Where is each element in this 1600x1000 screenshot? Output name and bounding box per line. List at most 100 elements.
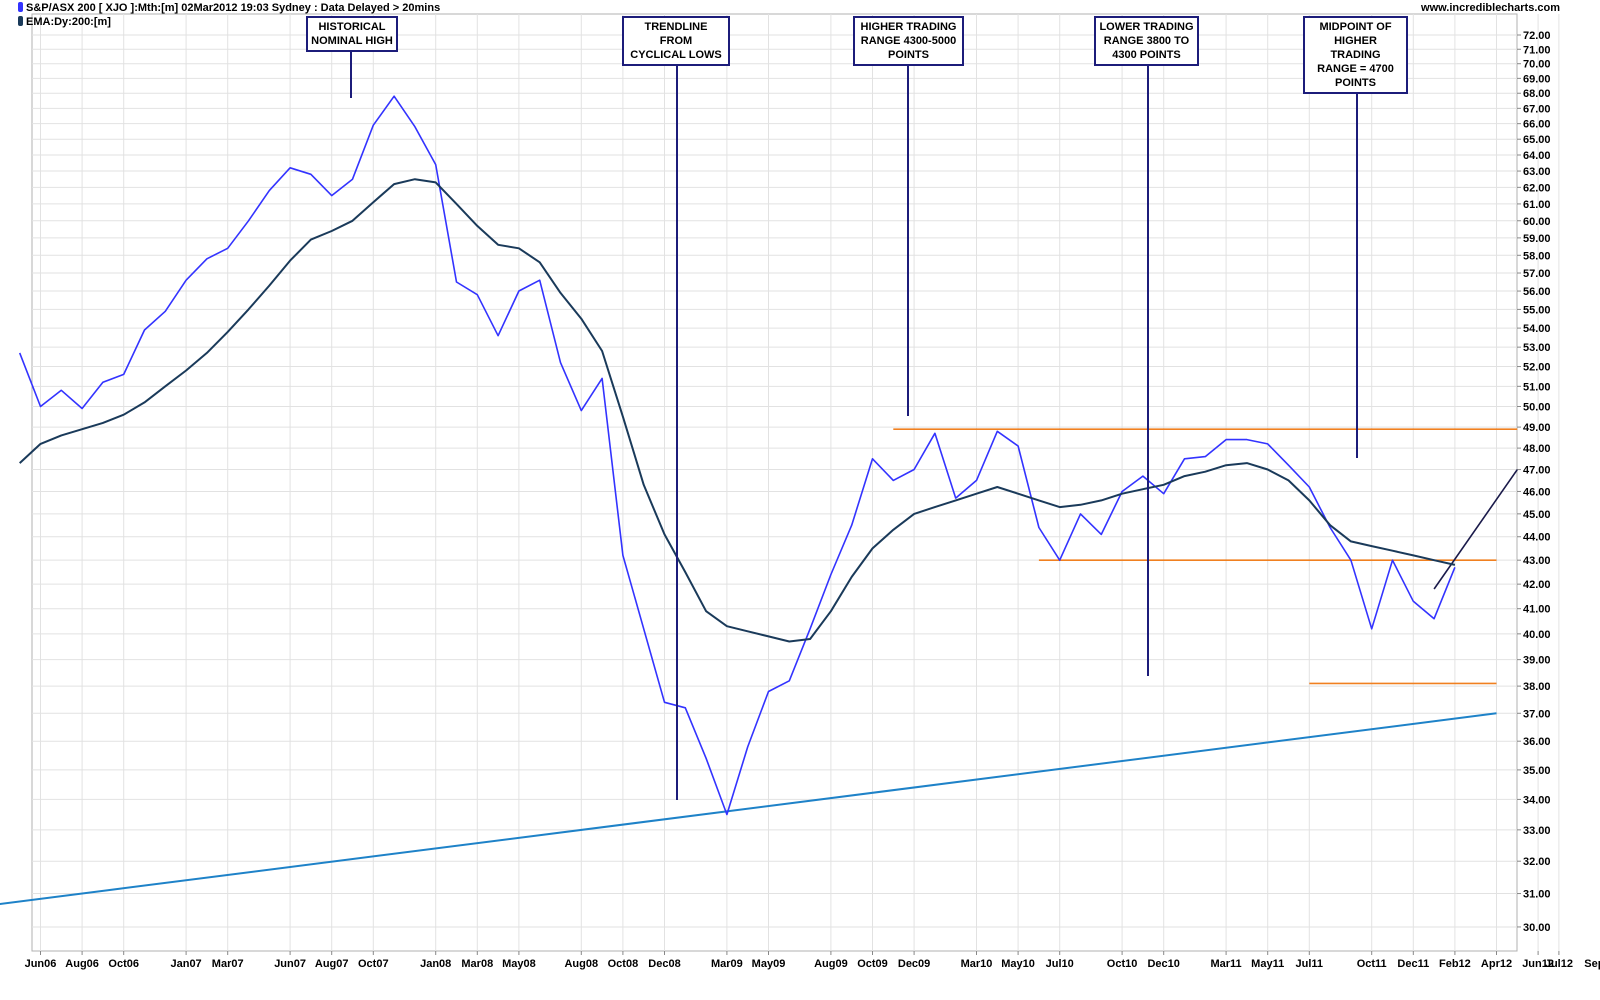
annotation-line: CYCLICAL LOWS (630, 49, 722, 61)
x-tick-label: Dec11 (1397, 958, 1429, 970)
annotation-line: NOMINAL HIGH (311, 35, 393, 47)
site-label: www.incrediblecharts.com (1421, 2, 1560, 14)
y-tick-label: 47.00 (1523, 465, 1551, 477)
y-tick-label: 51.00 (1523, 381, 1551, 393)
legend-series-1: S&P/ASX 200 [ XJO ]:Mth:[m] 02Mar2012 19… (18, 2, 440, 14)
y-tick-label: 45.00 (1523, 509, 1551, 521)
x-tick-label: Oct07 (358, 958, 389, 970)
y-tick-label: 32.00 (1523, 856, 1551, 868)
annotation-line: TRENDLINE FROM (644, 21, 708, 47)
annotation-midpoint: MIDPOINT OF HIGHER TRADING RANGE = 4700 … (1303, 16, 1408, 94)
y-tick-label: 43.00 (1523, 555, 1551, 567)
y-tick-label: 59.00 (1523, 233, 1551, 245)
annotation-line: POINTS (1335, 77, 1376, 89)
y-tick-label: 41.00 (1523, 604, 1551, 616)
x-tick-label: Jan08 (420, 958, 451, 970)
x-tick-label: Mar08 (461, 958, 493, 970)
legend-series-2: EMA:Dy:200:[m] (18, 16, 111, 28)
x-tick-label: Dec10 (1147, 958, 1179, 970)
y-tick-label: 66.00 (1523, 119, 1551, 131)
y-tick-label: 58.00 (1523, 250, 1551, 262)
y-tick-label: 54.00 (1523, 323, 1551, 335)
x-tick-label: Jun07 (274, 958, 306, 970)
y-tick-label: 71.00 (1523, 44, 1551, 56)
x-tick-label: Aug07 (315, 958, 349, 970)
annotation-trendline: TRENDLINE FROM CYCLICAL LOWS (622, 16, 730, 66)
y-tick-label: 36.00 (1523, 736, 1551, 748)
y-tick-label: 34.00 (1523, 794, 1551, 806)
y-tick-label: 70.00 (1523, 59, 1551, 71)
annotation-line: RANGE 4300-5000 (860, 35, 957, 47)
y-tick-label: 52.00 (1523, 362, 1551, 374)
y-tick-label: 69.00 (1523, 73, 1551, 85)
x-tick-label: May10 (1001, 958, 1035, 970)
y-tick-label: 64.00 (1523, 150, 1551, 162)
y-tick-label: 56.00 (1523, 286, 1551, 298)
annotation-line: POINTS (888, 49, 929, 61)
y-tick-label: 42.00 (1523, 579, 1551, 591)
series-xjo-line (18, 95, 1456, 816)
y-tick-label: 60.00 (1523, 216, 1551, 228)
y-tick-label: 61.00 (1523, 199, 1551, 211)
y-tick-label: 35.00 (1523, 765, 1551, 777)
x-tick-label: Aug06 (65, 958, 99, 970)
x-tick-label: May09 (752, 958, 786, 970)
annotation-line: 4300 POINTS (1112, 49, 1181, 61)
y-tick-label: 38.00 (1523, 681, 1551, 693)
y-tick-label: 33.00 (1523, 825, 1551, 837)
x-tick-label: Dec08 (648, 958, 680, 970)
y-tick-label: 67.00 (1523, 103, 1551, 115)
y-tick-label: 46.00 (1523, 486, 1551, 498)
x-tick-label: Jun06 (25, 958, 57, 970)
x-tick-label: Oct09 (857, 958, 888, 970)
y-tick-label: 40.00 (1523, 629, 1551, 641)
y-tick-label: 65.00 (1523, 134, 1551, 146)
annotation-higher-range: HIGHER TRADING RANGE 4300-5000 POINTS (853, 16, 964, 66)
annotation-line: HIGHER TRADING (1330, 35, 1381, 61)
x-tick-label: May11 (1251, 958, 1284, 970)
series-ema-line (19, 178, 1456, 643)
annotation-line: MIDPOINT OF (1319, 21, 1392, 33)
y-tick-label: 49.00 (1523, 422, 1551, 434)
y-tick-label: 48.00 (1523, 443, 1551, 455)
y-tick-label: 30.00 (1523, 922, 1551, 934)
x-tick-label: Oct08 (608, 958, 639, 970)
annotation-line: LOWER TRADING (1099, 21, 1194, 33)
x-tick-label: Dec09 (898, 958, 930, 970)
x-tick-label: Oct11 (1357, 958, 1387, 970)
x-tick-label: Mar07 (212, 958, 244, 970)
y-tick-label: 57.00 (1523, 268, 1551, 280)
y-tick-label: 62.00 (1523, 182, 1551, 194)
y-tick-label: 39.00 (1523, 655, 1551, 667)
y-tick-label: 53.00 (1523, 342, 1551, 354)
x-tick-label: Sep12 (1584, 958, 1600, 970)
x-tick-label: May08 (502, 958, 536, 970)
x-tick-label: Aug09 (814, 958, 848, 970)
annotation-line: HIGHER TRADING (860, 21, 957, 33)
annotation-lower-range: LOWER TRADING RANGE 3800 TO 4300 POINTS (1094, 16, 1199, 66)
x-tick-label: Mar10 (961, 958, 993, 970)
support-trendline-line (0, 712, 1497, 905)
y-tick-label: 37.00 (1523, 708, 1551, 720)
x-tick-label: Mar11 (1210, 958, 1241, 970)
y-tick-label: 55.00 (1523, 304, 1551, 316)
legend-series-2-swatch (18, 16, 23, 26)
x-tick-label: Jul11 (1296, 958, 1324, 970)
x-tick-label: Oct10 (1107, 958, 1138, 970)
annotation-line: RANGE = 4700 (1317, 63, 1394, 75)
y-tick-label: 68.00 (1523, 88, 1551, 100)
legend-series-1-swatch (18, 2, 23, 12)
projection-line (1433, 469, 1518, 590)
x-tick-label: Jul12 (1545, 958, 1573, 970)
x-tick-label: Jan07 (170, 958, 201, 970)
legend-series-1-label: S&P/ASX 200 [ XJO ]:Mth:[m] 02Mar2012 19… (26, 2, 441, 14)
annotation-line: RANGE 3800 TO (1103, 35, 1190, 47)
x-tick-label: Mar09 (711, 958, 743, 970)
x-tick-label: Oct06 (108, 958, 139, 970)
x-tick-label: Feb12 (1439, 958, 1471, 970)
annotation-line: HISTORICAL (318, 21, 386, 33)
x-tick-label: Apr12 (1481, 958, 1512, 970)
annotation-historical-high: HISTORICAL NOMINAL HIGH (306, 16, 398, 52)
